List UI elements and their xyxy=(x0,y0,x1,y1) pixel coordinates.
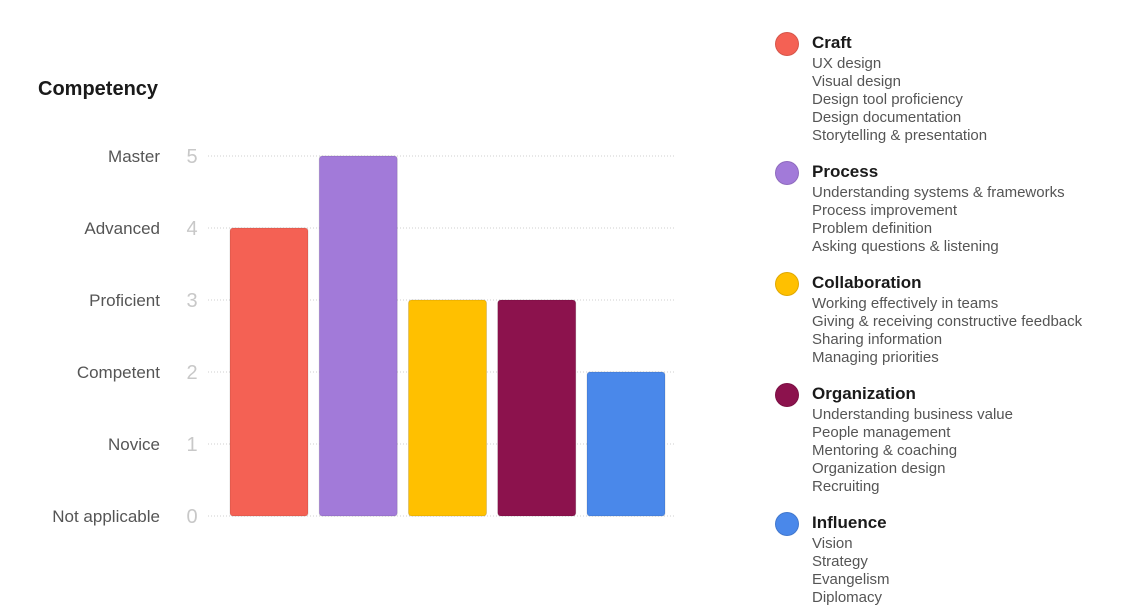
legend-item: Working effectively in teams xyxy=(812,295,999,312)
legend-title: Influence xyxy=(812,513,887,532)
legend-item: Design tool proficiency xyxy=(812,91,963,108)
y-tick-label: 5 xyxy=(186,146,197,168)
legend-item: People management xyxy=(812,424,951,441)
legend-color-dot xyxy=(775,512,799,536)
legend-group-collaboration: Collaboration Working effectively in team… xyxy=(775,271,1135,367)
legend-color-dot xyxy=(775,32,799,56)
legend-item: Strategy xyxy=(812,553,868,570)
legend-item: Recruiting xyxy=(812,478,880,495)
legend-item-list: Understanding systems & frameworks Proces… xyxy=(812,184,1135,256)
y-level-label: Advanced xyxy=(84,219,160,238)
bar-influence xyxy=(586,371,666,517)
legend-item: Diplomacy xyxy=(812,589,883,606)
legend-item-list: Understanding business value People manag… xyxy=(812,406,1135,496)
y-tick-labels: 0 1 2 3 4 5 xyxy=(186,146,197,528)
legend-item: Giving & receiving constructive feedback xyxy=(812,313,1083,330)
legend-group-craft: Craft UX design Visual design Design tool p… xyxy=(775,31,1135,145)
legend-item: Asking questions & listening xyxy=(812,238,999,255)
legend-item: Problem definition xyxy=(812,220,933,237)
legend-item-list: Working effectively in teams Giving & rec… xyxy=(812,295,1135,367)
legend-item: Managing priorities xyxy=(812,349,939,366)
legend-item: Design documentation xyxy=(812,109,962,126)
bar-process xyxy=(318,155,398,517)
legend-title: Collaboration xyxy=(812,273,922,292)
legend-item: Process improvement xyxy=(812,202,958,219)
legend-item: Understanding business value xyxy=(812,406,1013,423)
legend-item-list: Vision Strategy Evangelism Diplomacy xyxy=(812,535,1135,607)
y-level-label: Novice xyxy=(108,435,160,454)
legend-title: Process xyxy=(812,162,879,181)
legend-group-process: Process Understanding systems & framework… xyxy=(775,160,1135,256)
level-labels: Not applicable Novice Competent Proficient A… xyxy=(52,147,160,526)
legend: Craft UX design Visual design Design tool p… xyxy=(775,31,1135,607)
bars xyxy=(229,155,666,517)
legend-item: Sharing information xyxy=(812,331,943,348)
legend-item-list: UX design Visual design Design tool profic… xyxy=(812,55,1135,145)
legend-item: Mentoring & coaching xyxy=(812,442,958,459)
y-tick-label: 4 xyxy=(186,218,197,240)
y-tick-label: 2 xyxy=(186,362,197,384)
y-tick-label: 1 xyxy=(186,434,197,456)
legend-item: UX design xyxy=(812,55,882,72)
legend-color-dot xyxy=(775,383,799,407)
legend-item: Storytelling & presentation xyxy=(812,127,988,144)
y-tick-label: 3 xyxy=(186,290,197,312)
bar-craft xyxy=(229,227,309,517)
y-tick-label: 0 xyxy=(186,506,197,528)
legend-color-dot xyxy=(775,161,799,185)
legend-item: Organization design xyxy=(812,460,946,477)
legend-item: Understanding systems & frameworks xyxy=(812,184,1065,201)
legend-title: Organization xyxy=(812,384,916,403)
legend-title: Craft xyxy=(812,33,852,52)
legend-group-influence: Influence Vision Strategy Evangelism Diploma… xyxy=(775,511,1135,607)
legend-group-organization: Organization Understanding business value… xyxy=(775,382,1135,496)
y-level-label: Not applicable xyxy=(52,507,160,526)
competency-chart: Competency Not applicable Novice Competent… xyxy=(38,78,676,528)
legend-item: Vision xyxy=(812,535,853,552)
y-level-label: Competent xyxy=(77,363,160,382)
y-level-label: Proficient xyxy=(89,291,160,310)
legend-item: Visual design xyxy=(812,73,901,90)
bar-collaboration xyxy=(408,299,487,517)
bar-organization xyxy=(497,299,577,517)
legend-color-dot xyxy=(775,272,799,296)
chart-title: Competency xyxy=(38,78,159,100)
y-level-label: Master xyxy=(108,147,160,166)
legend-item: Evangelism xyxy=(812,571,890,588)
